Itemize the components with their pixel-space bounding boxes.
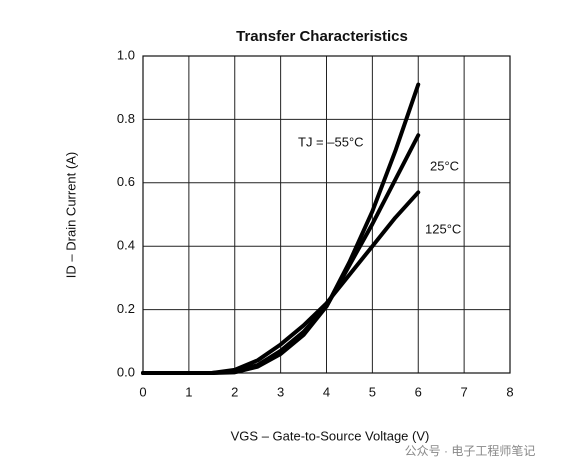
x-tick-label: 5 (369, 384, 376, 399)
x-tick-label: 8 (506, 384, 513, 399)
x-tick-label: 4 (323, 384, 330, 399)
plot-frame (142, 55, 511, 374)
data-line (141, 190, 421, 375)
x-tick-label: 1 (185, 384, 192, 399)
x-tick-label: 6 (415, 384, 422, 399)
y-tick-label: 0.8 (117, 111, 135, 126)
series-label: TJ = –55°C (298, 134, 364, 149)
y-tick-label: 1.0 (117, 47, 135, 62)
y-tick-label: 0.2 (117, 301, 135, 316)
x-tick-label: 3 (277, 384, 284, 399)
x-tick-label: 2 (231, 384, 238, 399)
y-tick-label: 0.4 (117, 238, 135, 253)
x-tick-label: 7 (461, 384, 468, 399)
watermark: 公众号 · 电子工程师笔记 (405, 443, 536, 458)
series-label: 125°C (425, 221, 461, 236)
x-axis-label: VGS – Gate-to-Source Voltage (V) (231, 428, 430, 443)
y-axis-label: ID – Drain Current (A) (63, 152, 78, 278)
series-label: 25°C (430, 158, 459, 173)
y-tick-label: 0.6 (117, 174, 135, 189)
chart-title: Transfer Characteristics (236, 28, 408, 45)
y-tick-label: 0.0 (117, 364, 135, 379)
x-tick-label: 0 (139, 384, 146, 399)
